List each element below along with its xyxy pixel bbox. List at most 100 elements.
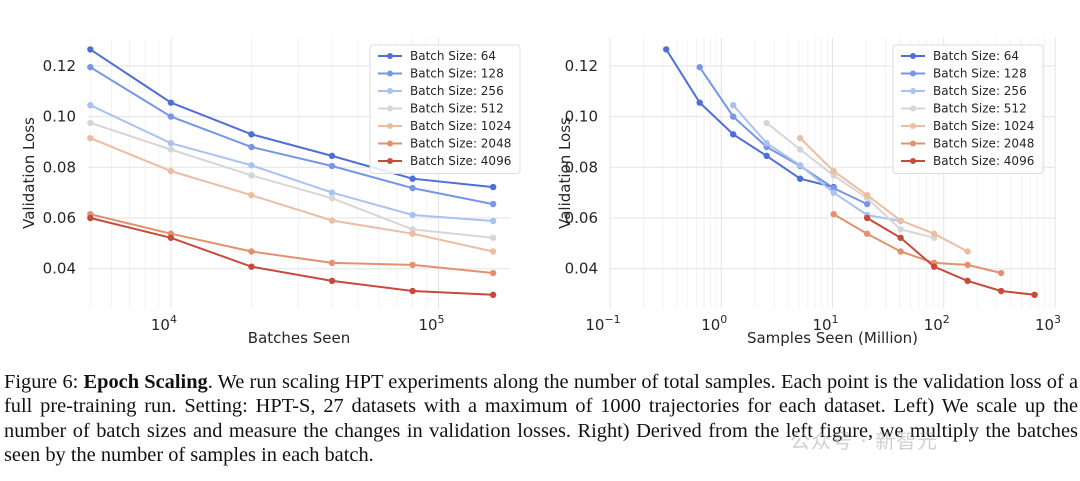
data-point [796, 175, 804, 182]
series-line [766, 122, 935, 239]
x-tick-label: 102 [924, 313, 950, 334]
data-point [1031, 291, 1038, 299]
data-point [328, 217, 336, 224]
caption-title: Epoch Scaling [83, 371, 208, 393]
legend-label: Batch Size: 1024 [933, 119, 1034, 133]
data-point [830, 184, 837, 192]
series-line [90, 217, 494, 296]
series-line [866, 217, 1035, 296]
y-tick-label: 0.10 [565, 108, 598, 126]
legend-label: Batch Size: 512 [410, 102, 504, 116]
data-point [87, 63, 94, 71]
data-point [662, 46, 670, 53]
y-tick-label: 0.06 [43, 209, 76, 227]
legend-label: Batch Size: 512 [933, 102, 1027, 116]
data-point [248, 162, 255, 169]
data-point [997, 287, 1005, 295]
legend-label: Batch Size: 256 [933, 84, 1027, 98]
data-point [897, 217, 904, 224]
data-point [87, 119, 94, 127]
data-point [863, 214, 871, 222]
series-line [833, 213, 1002, 274]
watermark: 公众号 · 新智元 [790, 429, 939, 453]
data-point [489, 234, 497, 241]
data-point [409, 211, 416, 219]
data-point [696, 99, 703, 106]
data-point [489, 183, 497, 191]
series-line [89, 48, 494, 189]
data-point [489, 291, 497, 299]
caption-body: . We run scaling HPT experiments along t… [4, 371, 1078, 467]
legend-marker [387, 123, 393, 129]
series-line [90, 213, 494, 274]
data-point [328, 195, 336, 202]
data-point [328, 189, 336, 196]
x-axis-label: Samples Seen (Million) [747, 329, 918, 347]
data-point [930, 230, 938, 237]
data-point [897, 226, 904, 233]
data-point [763, 140, 770, 147]
legend-label: Batch Size: 2048 [933, 137, 1034, 151]
data-point [863, 200, 871, 208]
legend-marker [387, 88, 393, 94]
y-tick-label: 0.04 [565, 260, 598, 278]
data-point [248, 191, 255, 199]
data-point [167, 140, 175, 147]
data-point [409, 261, 416, 269]
data-point [248, 172, 255, 179]
legend-label: Batch Size: 4096 [933, 154, 1034, 168]
y-tick-label: 0.12 [565, 57, 598, 75]
legend-marker [910, 105, 916, 112]
series-line [665, 48, 834, 189]
data-point [763, 152, 770, 160]
data-point [489, 217, 497, 225]
data-point [328, 162, 336, 170]
data-point [729, 131, 737, 138]
y-tick-label: 0.08 [43, 158, 76, 176]
legend-label: Batch Size: 128 [410, 67, 504, 81]
series-line [89, 104, 494, 222]
legend-marker [910, 53, 916, 59]
legend-marker [387, 140, 393, 147]
data-point [863, 191, 871, 199]
data-point [897, 248, 904, 255]
data-point [167, 167, 175, 175]
x-tick-label: 105 [418, 313, 444, 334]
data-point [897, 234, 904, 241]
data-point [167, 234, 175, 241]
y-tick-label: 0.12 [43, 57, 76, 75]
data-point [167, 99, 175, 106]
data-point [167, 146, 175, 153]
data-point [248, 143, 255, 151]
data-point [87, 134, 94, 142]
data-point [729, 113, 737, 120]
chart-right: 10−1 100 101 102 103 0.04 0.06 0.08 0.10 0.12 Samp… [556, 38, 1061, 347]
data-point [328, 259, 336, 267]
legend-marker [910, 158, 916, 164]
x-axis-label: Batches Seen [248, 329, 350, 347]
data-point [87, 214, 94, 222]
y-axis-label: Validation Loss [20, 117, 38, 229]
data-point [964, 261, 971, 269]
legend-marker [910, 123, 916, 129]
legend-label: Batch Size: 256 [410, 84, 504, 98]
caption-prefix: Figure 6: [4, 371, 84, 393]
x-tick-label: 101 [812, 313, 838, 334]
data-point [796, 162, 804, 169]
data-point [729, 101, 737, 109]
data-point [328, 152, 336, 160]
legend-box [892, 44, 1044, 174]
data-point [409, 287, 416, 295]
figure-caption: Figure 6: Epoch Scaling. We run scaling … [4, 370, 1078, 468]
x-tick-label: 103 [1035, 313, 1061, 334]
data-point [409, 230, 416, 237]
legend-marker [910, 140, 916, 147]
x-tick-label: 10−1 [585, 313, 620, 334]
legend-marker [387, 105, 393, 112]
data-point [763, 119, 770, 127]
series-line [698, 66, 868, 206]
data-point [489, 269, 497, 277]
data-point [248, 131, 255, 138]
data-point [489, 200, 497, 208]
chart-left: 104 105 0.04 0.06 0.08 0.10 0.12 Batches Seen Va… [20, 38, 521, 347]
